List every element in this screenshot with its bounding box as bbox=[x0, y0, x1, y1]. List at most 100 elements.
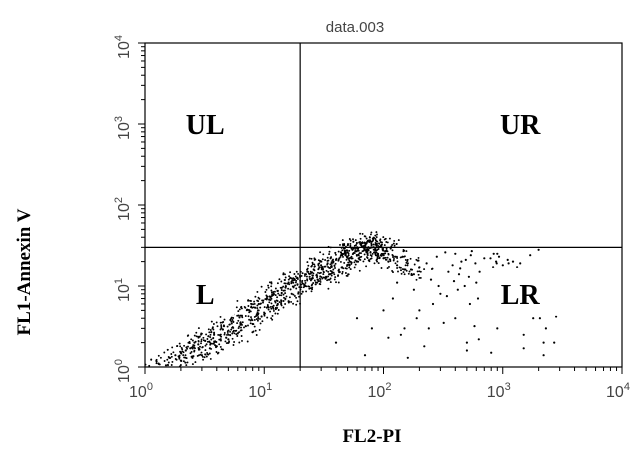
event-point bbox=[208, 347, 211, 350]
event-point bbox=[216, 352, 219, 355]
event-point bbox=[183, 356, 186, 359]
event-point bbox=[330, 274, 333, 277]
event-point bbox=[325, 269, 328, 272]
event-point bbox=[252, 303, 255, 306]
event-point bbox=[339, 254, 342, 257]
event-point bbox=[341, 249, 344, 252]
event-point bbox=[274, 301, 277, 304]
event-point bbox=[194, 361, 197, 364]
event-point bbox=[171, 360, 174, 363]
event-point bbox=[200, 332, 203, 335]
event-point bbox=[252, 330, 255, 333]
event-point bbox=[268, 301, 271, 304]
event-point bbox=[190, 338, 193, 341]
event-point bbox=[367, 249, 370, 252]
event-point bbox=[278, 278, 281, 281]
event-point bbox=[386, 256, 389, 259]
event-point bbox=[407, 272, 410, 275]
event-point bbox=[249, 310, 252, 313]
event-point bbox=[206, 351, 209, 354]
event-point bbox=[199, 353, 202, 356]
event-point bbox=[220, 335, 223, 338]
event-point bbox=[185, 364, 188, 367]
event-point bbox=[297, 291, 300, 294]
event-point bbox=[241, 339, 243, 342]
event-point bbox=[404, 258, 407, 261]
event-point bbox=[301, 290, 304, 293]
event-point bbox=[380, 267, 383, 269]
event-point bbox=[334, 341, 338, 344]
event-point bbox=[374, 238, 377, 240]
event-point bbox=[265, 298, 268, 301]
event-point bbox=[238, 331, 241, 334]
quadrant-label: UR bbox=[500, 110, 541, 141]
event-point bbox=[190, 355, 193, 358]
event-point bbox=[236, 314, 239, 317]
event-point bbox=[202, 339, 205, 342]
event-point bbox=[377, 244, 380, 247]
event-point bbox=[538, 317, 542, 320]
event-point bbox=[278, 294, 281, 297]
event-point bbox=[418, 309, 421, 312]
event-point bbox=[365, 265, 368, 268]
quadrant-label: L bbox=[196, 280, 215, 311]
event-point bbox=[375, 231, 378, 234]
event-point bbox=[477, 338, 480, 341]
event-point bbox=[384, 258, 387, 261]
event-point bbox=[263, 314, 266, 317]
event-point bbox=[232, 329, 235, 332]
event-point bbox=[408, 270, 411, 273]
event-point bbox=[265, 306, 268, 309]
event-point bbox=[244, 325, 247, 328]
event-point bbox=[385, 241, 388, 243]
event-point bbox=[200, 338, 203, 341]
event-point bbox=[268, 281, 271, 284]
event-point bbox=[249, 319, 252, 322]
event-point bbox=[223, 333, 226, 336]
event-point bbox=[270, 289, 273, 292]
event-point bbox=[157, 354, 160, 357]
event-point bbox=[208, 331, 211, 334]
event-point bbox=[229, 318, 232, 322]
event-point bbox=[418, 270, 421, 273]
event-point bbox=[186, 361, 189, 364]
event-point bbox=[397, 239, 400, 242]
event-point bbox=[394, 255, 397, 258]
event-point bbox=[429, 278, 433, 281]
event-point bbox=[258, 328, 261, 331]
event-point bbox=[386, 267, 389, 270]
event-point bbox=[317, 268, 320, 271]
event-point bbox=[197, 336, 200, 339]
event-point bbox=[495, 262, 498, 265]
event-point bbox=[329, 263, 332, 266]
event-point bbox=[348, 266, 351, 269]
event-point bbox=[270, 282, 273, 285]
event-point bbox=[294, 275, 297, 278]
event-point bbox=[194, 347, 196, 350]
event-point bbox=[364, 248, 366, 250]
event-point bbox=[470, 250, 473, 253]
event-point bbox=[309, 287, 312, 290]
event-point bbox=[335, 281, 337, 284]
event-point bbox=[358, 241, 361, 244]
event-point bbox=[214, 344, 217, 347]
event-point bbox=[231, 337, 234, 340]
event-point bbox=[333, 265, 336, 267]
event-point bbox=[241, 316, 244, 319]
event-point bbox=[166, 363, 169, 366]
event-point bbox=[237, 327, 240, 330]
event-point bbox=[542, 354, 545, 357]
event-point bbox=[357, 249, 360, 252]
event-point bbox=[352, 252, 355, 254]
event-point bbox=[451, 264, 454, 267]
event-point bbox=[290, 300, 293, 303]
event-point bbox=[380, 244, 383, 247]
event-point bbox=[276, 312, 279, 315]
event-point bbox=[271, 293, 274, 296]
event-point bbox=[347, 257, 350, 260]
event-point bbox=[376, 256, 379, 258]
event-point bbox=[190, 350, 193, 353]
event-point bbox=[187, 345, 189, 348]
event-point bbox=[251, 306, 254, 309]
